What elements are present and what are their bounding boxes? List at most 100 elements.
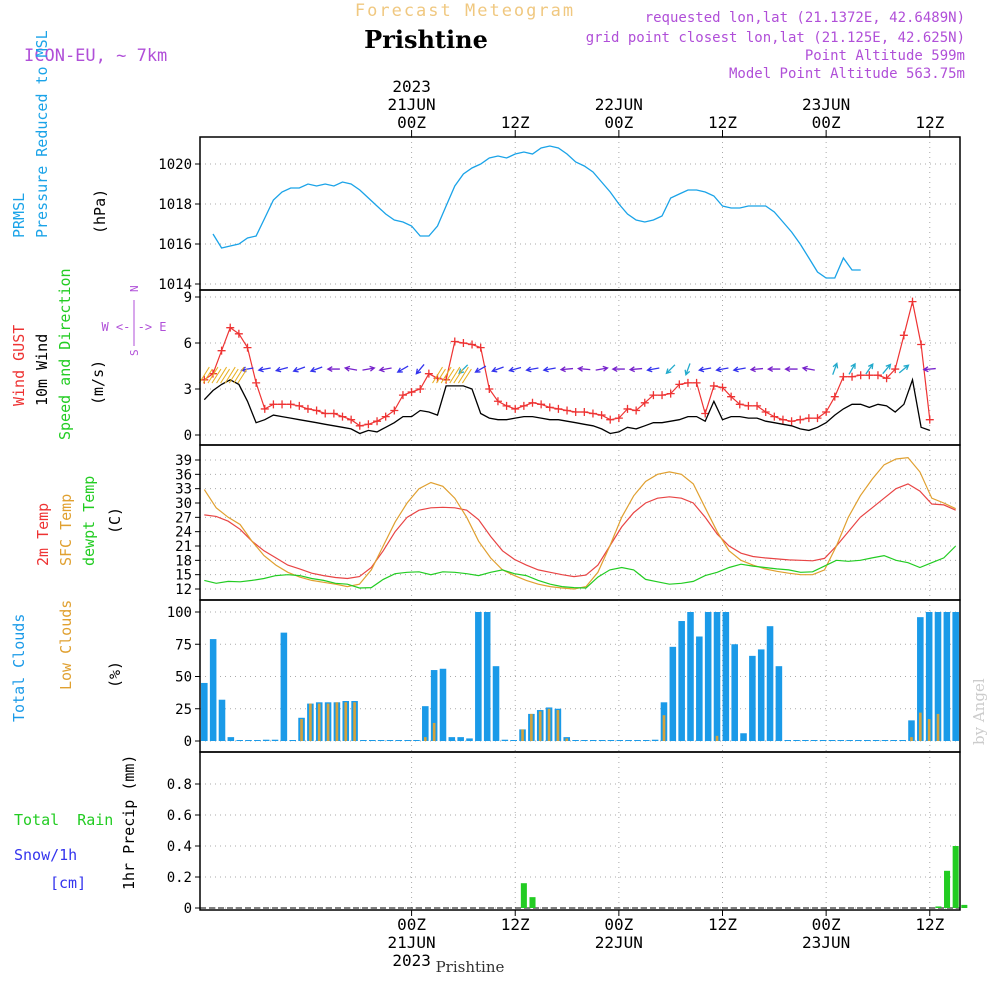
low-cloud-bar bbox=[556, 710, 560, 741]
total-cloud-bar bbox=[846, 740, 853, 741]
total-cloud-bar bbox=[828, 740, 836, 741]
low-cloud-bar bbox=[547, 708, 551, 741]
gust-marker bbox=[390, 406, 399, 415]
gust-marker bbox=[493, 397, 502, 406]
gust-marker bbox=[329, 409, 338, 418]
wind-direction-arrow bbox=[595, 365, 609, 372]
total-cloud-bar bbox=[766, 626, 774, 741]
total-cloud-bar bbox=[475, 612, 482, 741]
y-tick-label: 0.8 bbox=[167, 777, 192, 793]
gust-marker bbox=[476, 343, 485, 352]
y-tick-label: 1020 bbox=[158, 157, 192, 173]
total-cloud-bar bbox=[581, 740, 588, 741]
sfc-temp-line bbox=[203, 456, 956, 590]
total-cloud-bar bbox=[236, 740, 243, 741]
gust-marker bbox=[260, 404, 269, 413]
gust-marker bbox=[753, 401, 762, 410]
bottom-date-label: 23JUN bbox=[802, 933, 850, 952]
total-cloud-bar bbox=[377, 740, 385, 741]
gust-marker bbox=[511, 404, 520, 413]
total-cloud-bar bbox=[855, 740, 862, 741]
wind-direction-arrow bbox=[343, 365, 358, 372]
y-tick-label: 27 bbox=[175, 510, 192, 526]
total-cloud-bar bbox=[466, 738, 473, 741]
wind-direction-arrow bbox=[309, 366, 323, 373]
gust-marker bbox=[338, 412, 347, 421]
top-time-label: 00Z bbox=[397, 113, 426, 132]
point-altitude: Point Altitude 599m bbox=[805, 48, 965, 64]
y-tick-label: 0.4 bbox=[167, 839, 192, 855]
gust-marker bbox=[925, 415, 934, 424]
gust-marker bbox=[718, 383, 727, 392]
gust-marker bbox=[761, 408, 770, 416]
total-cloud-bar bbox=[254, 740, 261, 741]
gust-marker bbox=[709, 381, 718, 390]
total-cloud-bar bbox=[404, 740, 411, 741]
total-cloud-bar bbox=[483, 612, 491, 741]
gust-marker bbox=[683, 378, 692, 387]
wind-yticks: 0 3 6 9 bbox=[184, 290, 200, 444]
wind-direction-arrow bbox=[525, 366, 539, 373]
temp-2m-label: 2m Temp bbox=[34, 503, 52, 566]
cloud-unit: (%) bbox=[106, 661, 124, 688]
total-cloud-bar bbox=[245, 740, 252, 741]
gust-marker bbox=[519, 401, 528, 410]
gust-marker bbox=[778, 415, 787, 424]
total-cloud-bar bbox=[651, 739, 659, 741]
gust-marker bbox=[373, 417, 382, 426]
total-cloud-bar bbox=[669, 646, 677, 741]
total-cloud-bar bbox=[872, 740, 880, 741]
gust-marker bbox=[407, 388, 416, 397]
low-cloud-bar bbox=[530, 713, 533, 741]
y-tick-label: 1014 bbox=[158, 277, 192, 293]
total-cloud-bar bbox=[925, 612, 933, 741]
wind-direction-arrow bbox=[749, 366, 764, 373]
low-cloud-bar bbox=[927, 719, 931, 741]
wind-direction-arrow bbox=[801, 365, 815, 372]
snow-unit: [cm] bbox=[50, 874, 86, 892]
y-tick-label: 33 bbox=[175, 482, 192, 498]
bottom-time-label: 00Z bbox=[604, 915, 633, 934]
2m-temp-line bbox=[204, 483, 956, 580]
gust-marker bbox=[459, 339, 468, 347]
gust-marker bbox=[226, 323, 235, 332]
gust-marker bbox=[692, 378, 701, 387]
low-cloud-bar bbox=[353, 702, 356, 741]
low-cloud-bar bbox=[919, 712, 922, 741]
total-cloud-bar bbox=[439, 668, 447, 741]
total-cloud-bar bbox=[607, 740, 615, 741]
low-cloud-label: Low Clouds bbox=[57, 600, 75, 690]
bottom-date-label: 22JUN bbox=[595, 933, 643, 952]
total-cloud-bar bbox=[731, 644, 738, 741]
gust-marker bbox=[632, 406, 641, 415]
y-tick-label: 1016 bbox=[158, 237, 192, 253]
wind-direction-arrow bbox=[882, 363, 892, 375]
y-tick-label: 24 bbox=[175, 525, 192, 541]
total-cloud-bar bbox=[810, 740, 818, 741]
bottom-time-label: 12Z bbox=[915, 915, 944, 934]
precip-yticks: 0 0.2 0.4 0.6 0.8 bbox=[167, 777, 200, 917]
low-cloud-bar bbox=[300, 719, 303, 741]
total-cloud-bar bbox=[572, 740, 579, 741]
gust-marker bbox=[917, 340, 926, 349]
top-date-label: 23JUN bbox=[802, 95, 850, 114]
bottom-date-label: 21JUN bbox=[388, 933, 436, 952]
total-cloud-bar bbox=[696, 636, 703, 741]
gust-marker bbox=[364, 420, 373, 429]
gust-marker bbox=[908, 297, 917, 306]
gust-marker bbox=[563, 406, 572, 415]
total-cloud-bar bbox=[271, 739, 279, 741]
gust-marker bbox=[882, 374, 891, 383]
gust-marker bbox=[727, 392, 736, 401]
gust-marker bbox=[252, 378, 261, 387]
y-tick-label: 0.6 bbox=[167, 808, 192, 824]
y-tick-label: 50 bbox=[175, 670, 192, 686]
gust-marker bbox=[770, 412, 779, 421]
total-cloud-bar bbox=[209, 639, 217, 741]
rain-bar bbox=[935, 906, 942, 908]
wind-hatch bbox=[449, 366, 464, 384]
wind-direction-arrow bbox=[697, 366, 712, 373]
gust-marker bbox=[243, 343, 252, 352]
